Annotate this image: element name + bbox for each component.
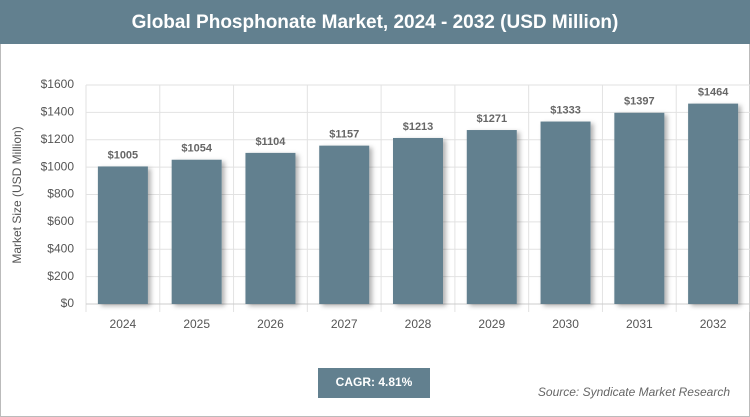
source: Source: Syndicate Market Research — [538, 385, 730, 399]
bar — [245, 152, 296, 304]
bar — [466, 130, 517, 304]
bar — [171, 159, 222, 304]
x-tick-label: 2032 — [700, 317, 727, 331]
value-label: $1397 — [624, 96, 655, 108]
y-tick-label: $200 — [47, 269, 74, 283]
plot: $0 $200 $400 $600 $800 $1000 $1200 $1400 $1600 $1… — [41, 77, 750, 331]
cagr-label: CAGR: 4.81% — [336, 375, 413, 389]
y-tick-label: $600 — [47, 214, 74, 228]
x-tick-label: 2028 — [405, 317, 432, 331]
bar — [97, 166, 148, 304]
value-label: $1157 — [329, 129, 359, 141]
cagr-box — [318, 368, 430, 398]
value-label: $1054 — [181, 143, 212, 155]
value-label: $1271 — [476, 113, 507, 125]
value-label: $1213 — [403, 121, 434, 133]
y-tick-label: $1600 — [41, 77, 75, 91]
x-tick-label: 2026 — [257, 317, 284, 331]
value-label: $1104 — [255, 136, 286, 148]
value-label: $1464 — [698, 87, 729, 99]
chart-title: Global Phosphonate Market, 2024 - 2032 (… — [132, 12, 619, 33]
x-tick-label: 2025 — [183, 317, 210, 331]
y-tick-label: $1200 — [41, 132, 75, 146]
bar — [688, 103, 739, 305]
value-label: $1333 — [550, 104, 581, 116]
y-axis-title: Market Size (USD Million) — [10, 126, 24, 263]
value-label: $1005 — [108, 149, 139, 161]
y-tick-label: $0 — [61, 296, 75, 310]
bar — [319, 145, 370, 304]
x-tick-label: 2029 — [478, 317, 505, 331]
x-tick-label: 2031 — [626, 317, 653, 331]
bar — [540, 121, 591, 304]
header-bar — [0, 0, 750, 44]
bar — [393, 137, 443, 304]
x-tick-label: 2024 — [110, 317, 137, 331]
y-tick-label: $1000 — [41, 159, 75, 173]
y-tick-label: $800 — [47, 187, 74, 201]
x-tick-label: 2030 — [552, 317, 579, 331]
y-tick-label: $400 — [47, 241, 74, 255]
y-tick-label: $1400 — [41, 105, 75, 119]
x-tick-label: 2027 — [331, 317, 358, 331]
bar — [614, 112, 665, 305]
